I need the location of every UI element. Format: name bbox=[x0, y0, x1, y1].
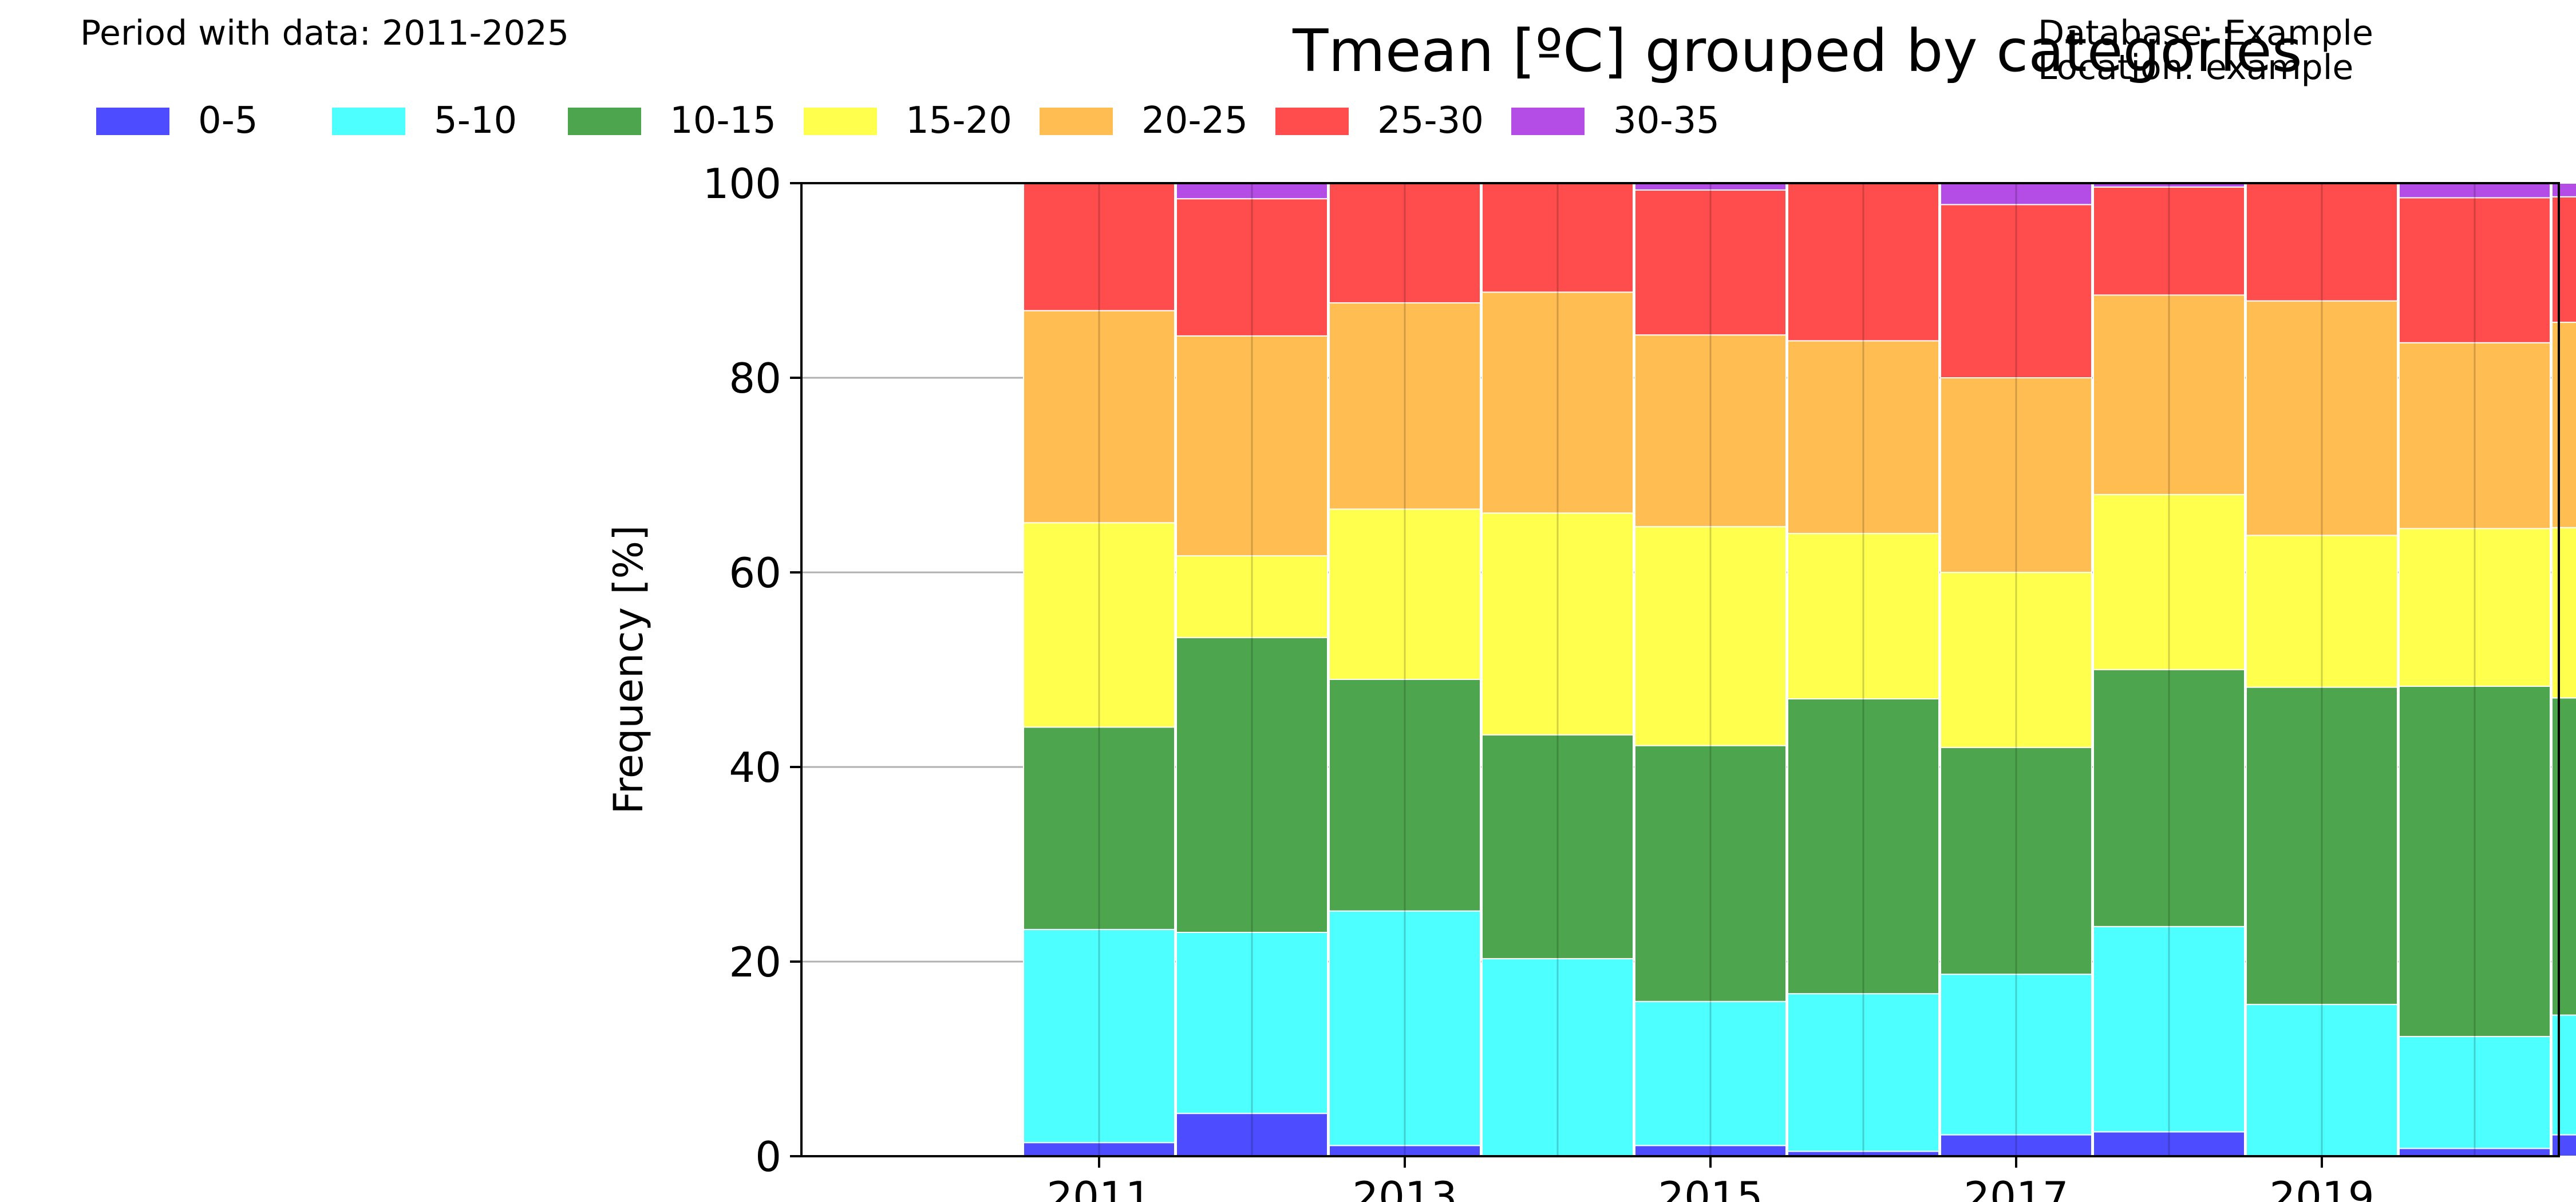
bar-segment-2017-30-35 bbox=[1940, 183, 2092, 205]
bar-segment-2016-5-10 bbox=[1787, 993, 1939, 1152]
bar-segment-2016-20-25 bbox=[1787, 340, 1939, 535]
y-axis-ticks: 0 20 40 60 80 100 bbox=[703, 160, 801, 1181]
bar-segment-2018-25-30 bbox=[2093, 186, 2245, 296]
bar-segment-2015-10-15 bbox=[1634, 745, 1787, 1002]
bar-segment-2011-10-15 bbox=[1023, 726, 1175, 930]
bar-segment-2015-20-25 bbox=[1634, 334, 1787, 528]
legend-swatch-10-15 bbox=[568, 108, 641, 135]
bar-segment-2020-25-30 bbox=[2399, 197, 2551, 343]
bar-segment-2012-20-25 bbox=[1176, 335, 1328, 557]
bar-segment-2020-20-25 bbox=[2399, 342, 2551, 529]
legend-label-30-35: 30-35 bbox=[1613, 100, 1720, 142]
bar-segment-2020-15-20 bbox=[2399, 528, 2551, 687]
bar-segment-2020-5-10 bbox=[2399, 1035, 2551, 1149]
bar-segment-2012-25-30 bbox=[1176, 198, 1328, 337]
bar-segment-2017-25-30 bbox=[1940, 204, 2092, 378]
x-tick-label: 2019 bbox=[2269, 1173, 2374, 1202]
bar-segment-2021-5-10 bbox=[2551, 1014, 2576, 1136]
bar-segment-2018-20-25 bbox=[2093, 294, 2245, 495]
bar-segment-2021-25-30 bbox=[2551, 196, 2576, 323]
bar-segment-2021-0-5 bbox=[2551, 1134, 2576, 1157]
period-label: Period with data: 2011-2025 bbox=[80, 13, 569, 53]
bar-segment-2014-15-20 bbox=[1481, 512, 1634, 736]
bar-segment-2014-20-25 bbox=[1481, 291, 1634, 514]
bar-segment-2018-5-10 bbox=[2093, 926, 2245, 1133]
y-tick-label: 40 bbox=[729, 744, 781, 792]
legend-label-0-5: 0-5 bbox=[198, 100, 258, 142]
chart-title: Tmean [ºC] grouped by categories bbox=[1292, 17, 2302, 85]
legend-label-5-10: 5-10 bbox=[434, 100, 517, 142]
bar-segment-2019-5-10 bbox=[2246, 1003, 2398, 1157]
bar-segment-2021-20-25 bbox=[2551, 322, 2576, 528]
legend-swatch-15-20 bbox=[804, 108, 877, 135]
bar-segment-2011-5-10 bbox=[1023, 928, 1175, 1144]
bar-segment-2013-20-25 bbox=[1329, 302, 1481, 510]
bar-segment-2017-0-5 bbox=[1940, 1134, 2092, 1157]
legend: 0-5 5-10 10-15 15-20 20-25 25-30 30-35 bbox=[96, 100, 1720, 142]
vertical-gridlines bbox=[1098, 183, 2476, 1156]
bar-segment-2021-15-20 bbox=[2551, 527, 2576, 699]
bar-segment-2021-10-15 bbox=[2551, 697, 2576, 1016]
bar-segment-2015-15-20 bbox=[1634, 526, 1787, 746]
legend-swatch-25-30 bbox=[1275, 108, 1349, 135]
bars bbox=[1023, 183, 2576, 1157]
legend-label-10-15: 10-15 bbox=[670, 100, 776, 142]
bar-segment-2018-10-15 bbox=[2093, 669, 2245, 927]
bar-segment-2017-15-20 bbox=[1940, 572, 2092, 748]
database-label: Database: Example bbox=[2038, 13, 2373, 53]
bar-segment-2011-25-30 bbox=[1023, 183, 1175, 311]
bar-segment-2017-5-10 bbox=[1940, 974, 2092, 1136]
legend-swatch-20-25 bbox=[1040, 108, 1113, 135]
legend-label-25-30: 25-30 bbox=[1377, 100, 1484, 142]
bar-segment-2014-5-10 bbox=[1481, 958, 1634, 1157]
legend-swatch-5-10 bbox=[332, 108, 405, 135]
bar-segment-2015-25-30 bbox=[1634, 189, 1787, 336]
plot-frame bbox=[800, 182, 2560, 1157]
bar-segment-2013-25-30 bbox=[1329, 183, 1481, 304]
bar-segment-2019-10-15 bbox=[2246, 686, 2398, 1005]
bar-segment-2014-10-15 bbox=[1481, 734, 1634, 959]
location-label: Location: example bbox=[2038, 48, 2353, 88]
bar-segment-2013-5-10 bbox=[1329, 910, 1481, 1146]
legend-label-15-20: 15-20 bbox=[906, 100, 1012, 142]
bar-segment-2012-10-15 bbox=[1176, 636, 1328, 933]
y-tick-label: 60 bbox=[729, 549, 781, 597]
bar-segment-2016-15-20 bbox=[1787, 533, 1939, 699]
x-tick-label: 2011 bbox=[1046, 1173, 1151, 1202]
y-tick-label: 80 bbox=[729, 354, 781, 402]
bar-segment-2016-25-30 bbox=[1787, 183, 1939, 342]
bar-segment-2018-15-20 bbox=[2093, 494, 2245, 670]
x-tick-label: 2017 bbox=[1963, 1173, 2068, 1202]
legend-swatch-0-5 bbox=[96, 108, 169, 135]
bar-segment-2020-10-15 bbox=[2399, 685, 2551, 1037]
bar-segment-2017-20-25 bbox=[1940, 377, 2092, 573]
bar-segment-2011-20-25 bbox=[1023, 310, 1175, 524]
bar-segment-2014-25-30 bbox=[1481, 183, 1634, 293]
legend-label-20-25: 20-25 bbox=[1141, 100, 1248, 142]
bar-segment-2016-10-15 bbox=[1787, 698, 1939, 995]
bar-segment-2019-15-20 bbox=[2246, 535, 2398, 688]
bar-segment-2013-15-20 bbox=[1329, 508, 1481, 680]
x-tick-label: 2015 bbox=[1658, 1173, 1763, 1202]
legend-swatch-30-35 bbox=[1511, 108, 1585, 135]
bar-segment-2012-30-35 bbox=[1176, 183, 1328, 200]
x-axis-ticks: 20112013201520172019202120232025 bbox=[1046, 1156, 2576, 1202]
bar-segment-2013-10-15 bbox=[1329, 679, 1481, 912]
bar-segment-2019-20-25 bbox=[2246, 300, 2398, 536]
bar-segment-2012-15-20 bbox=[1176, 555, 1328, 638]
bar-segment-2015-5-10 bbox=[1634, 1001, 1787, 1146]
x-tick-label: 2021 bbox=[2575, 1173, 2576, 1202]
bar-segment-2020-30-35 bbox=[2399, 183, 2551, 199]
bar-segment-2011-15-20 bbox=[1023, 522, 1175, 728]
x-tick-label: 2013 bbox=[1352, 1173, 1457, 1202]
y-tick-label: 0 bbox=[755, 1133, 781, 1181]
bar-segment-2021-30-35 bbox=[2551, 183, 2576, 197]
y-axis-label: Frequency [%] bbox=[605, 525, 652, 814]
y-tick-label: 100 bbox=[703, 160, 781, 208]
y-tick-label: 20 bbox=[729, 938, 781, 986]
